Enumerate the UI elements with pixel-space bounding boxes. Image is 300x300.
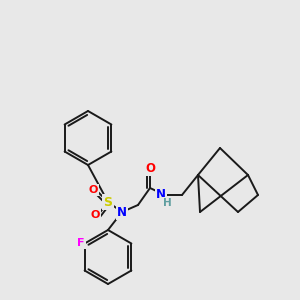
Text: F: F [77, 238, 85, 248]
Text: H: H [163, 198, 171, 208]
Text: N: N [156, 188, 166, 202]
Text: N: N [117, 206, 127, 218]
Text: S: S [103, 196, 112, 208]
Text: O: O [90, 210, 100, 220]
Text: O: O [145, 161, 155, 175]
Text: O: O [88, 185, 98, 195]
